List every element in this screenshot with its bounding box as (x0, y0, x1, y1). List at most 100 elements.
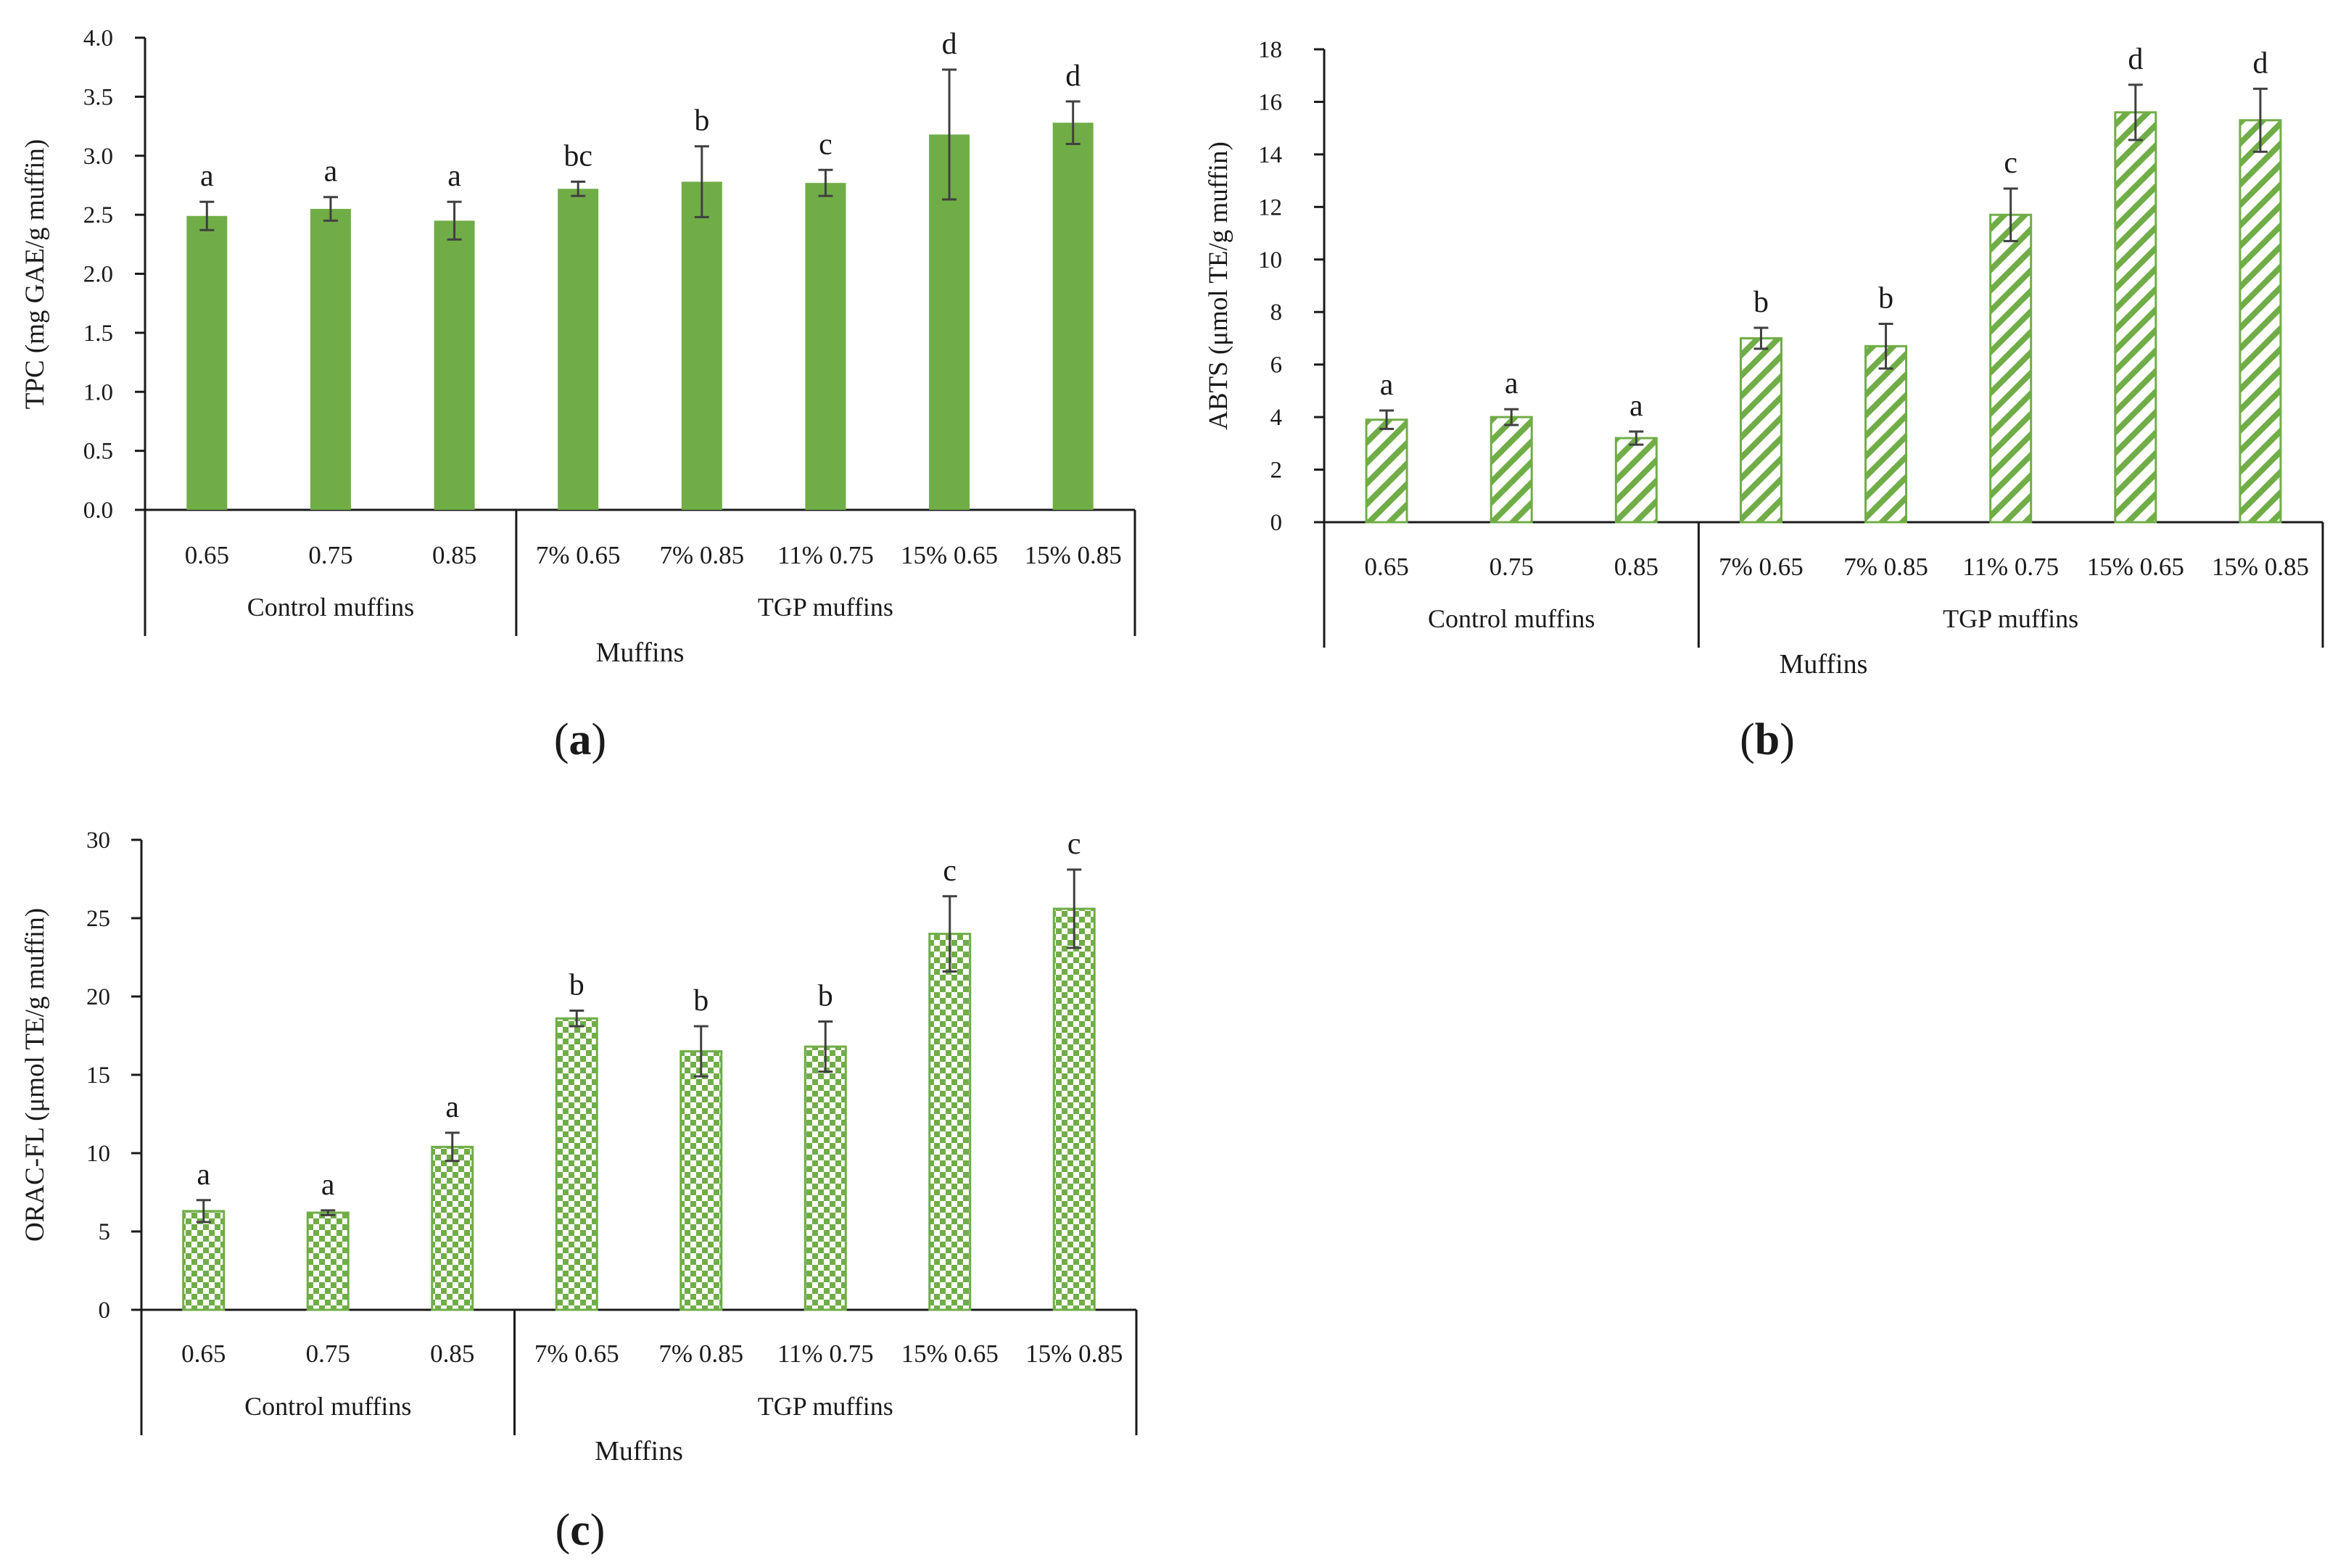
bar (1052, 907, 1096, 1311)
bar (1739, 337, 1782, 524)
significance-letter: c (2004, 147, 2017, 180)
group-label: Control muffins (247, 593, 414, 622)
group-label: TGP muffins (758, 1392, 893, 1421)
y-axis-title: TPC (mg GAE/g muffin) (20, 139, 50, 409)
group-label: TGP muffins (758, 593, 893, 622)
significance-letter: c (1067, 828, 1081, 861)
y-tick-label: 8 (1271, 300, 1283, 326)
x-category-label: 15% 0.85 (1025, 1340, 1123, 1368)
significance-letter: d (942, 28, 957, 61)
bar (681, 181, 722, 510)
panel-letter: a (569, 715, 592, 764)
significance-letter: c (819, 128, 833, 161)
x-category-label: 0.65 (1364, 553, 1408, 581)
significance-letter: d (1065, 59, 1081, 93)
significance-letter: b (569, 968, 584, 1002)
panel-letter: b (1755, 715, 1780, 764)
y-tick-label: 15 (86, 1062, 110, 1089)
bar (1052, 123, 1094, 510)
group-label: Control muffins (244, 1392, 411, 1421)
x-category-label: 0.75 (308, 541, 352, 569)
y-axis-title: ABTS (μmol TE/g muffin) (1204, 141, 1234, 430)
significance-letter: a (445, 1091, 459, 1124)
bar (1365, 418, 1408, 524)
x-category-label: 0.75 (306, 1340, 350, 1368)
y-tick-label: 20 (86, 984, 110, 1010)
x-category-label: 7% 0.85 (658, 1340, 743, 1368)
y-tick-label: 2.5 (83, 202, 113, 228)
x-category-label: 15% 0.65 (901, 541, 998, 569)
bar (2114, 111, 2157, 524)
bar (431, 1145, 474, 1311)
x-category-label: 0.85 (430, 1340, 474, 1368)
bar (558, 189, 599, 510)
significance-letter: b (1878, 282, 1893, 315)
x-category-label: 11% 0.75 (1962, 553, 2059, 581)
significance-letter: a (321, 1168, 335, 1202)
y-tick-label: 6 (1271, 352, 1283, 379)
y-tick-label: 5 (99, 1219, 111, 1245)
bar (805, 183, 846, 510)
x-category-label: 11% 0.75 (777, 1340, 874, 1368)
y-tick-label: 18 (1258, 37, 1282, 63)
x-category-label: 0.85 (1614, 553, 1658, 581)
significance-letter: b (818, 980, 833, 1013)
chart-panel-b: 0 2 4 6 8 10 12 14 16 18 Control muffins TGP muffin… (1204, 37, 2324, 764)
bar (306, 1211, 350, 1311)
y-tick-label: 0 (1271, 510, 1283, 536)
y-tick-label: 0 (99, 1297, 111, 1324)
bar (1490, 416, 1533, 524)
bar (555, 1017, 598, 1311)
significance-letter: b (694, 104, 709, 138)
x-category-label: 0.65 (181, 1340, 226, 1368)
bar (1864, 344, 1908, 524)
chart-panel-c: 0 5 10 15 20 25 30 Control muffins TGP muffins a 0… (20, 828, 1138, 1555)
significance-letter: a (447, 160, 461, 193)
bar (434, 220, 475, 510)
chart-panel-a: 0.0 0.5 1.0 1.5 2.0 2.5 3.0 3.5 4.0 Control muffi… (20, 25, 1136, 764)
x-category-label: 7% 0.85 (659, 541, 744, 569)
x-category-label: 15% 0.85 (1025, 541, 1122, 569)
y-tick-label: 1.5 (83, 321, 113, 347)
x-category-label: 15% 0.65 (2087, 553, 2184, 581)
bar (310, 208, 351, 510)
y-tick-label: 2 (1271, 458, 1283, 484)
y-tick-label: 2.0 (83, 262, 113, 288)
y-tick-label: 10 (1258, 247, 1282, 273)
x-category-label: 15% 0.85 (2212, 553, 2309, 581)
x-category-label: 0.75 (1490, 553, 1534, 581)
panel-label: (b) (1740, 715, 1795, 764)
x-axis-title: Muffins (1780, 649, 1868, 680)
significance-letter: a (324, 155, 338, 189)
bar (1614, 437, 1658, 524)
x-category-label: 7% 0.65 (536, 541, 621, 569)
y-tick-label: 16 (1258, 89, 1282, 115)
bar (186, 215, 228, 510)
significance-letter: b (1753, 286, 1769, 319)
bar (2239, 119, 2282, 524)
panel-label: (a) (554, 715, 606, 764)
y-tick-label: 25 (86, 906, 110, 932)
y-tick-label: 1.0 (83, 379, 113, 405)
bar (679, 1050, 723, 1311)
y-tick-label: 0.0 (83, 498, 113, 524)
significance-letter: a (200, 160, 214, 193)
y-tick-label: 0.5 (83, 439, 113, 465)
y-tick-label: 4.0 (83, 25, 113, 51)
significance-letter: d (2252, 46, 2268, 80)
significance-letter: a (1629, 389, 1643, 423)
significance-letter: d (2128, 43, 2143, 76)
x-category-label: 15% 0.65 (901, 1340, 999, 1368)
significance-letter: a (1380, 368, 1394, 402)
y-tick-label: 3.5 (83, 84, 113, 110)
panel-letter: c (570, 1506, 590, 1555)
y-tick-label: 30 (86, 828, 110, 854)
x-category-label: 7% 0.65 (1719, 553, 1804, 581)
x-category-label: 7% 0.85 (1843, 553, 1928, 581)
bar (803, 1045, 847, 1311)
significance-letter: a (197, 1158, 210, 1192)
y-tick-label: 4 (1271, 405, 1283, 431)
x-category-label: 11% 0.75 (777, 541, 874, 569)
bar (1989, 213, 2033, 524)
